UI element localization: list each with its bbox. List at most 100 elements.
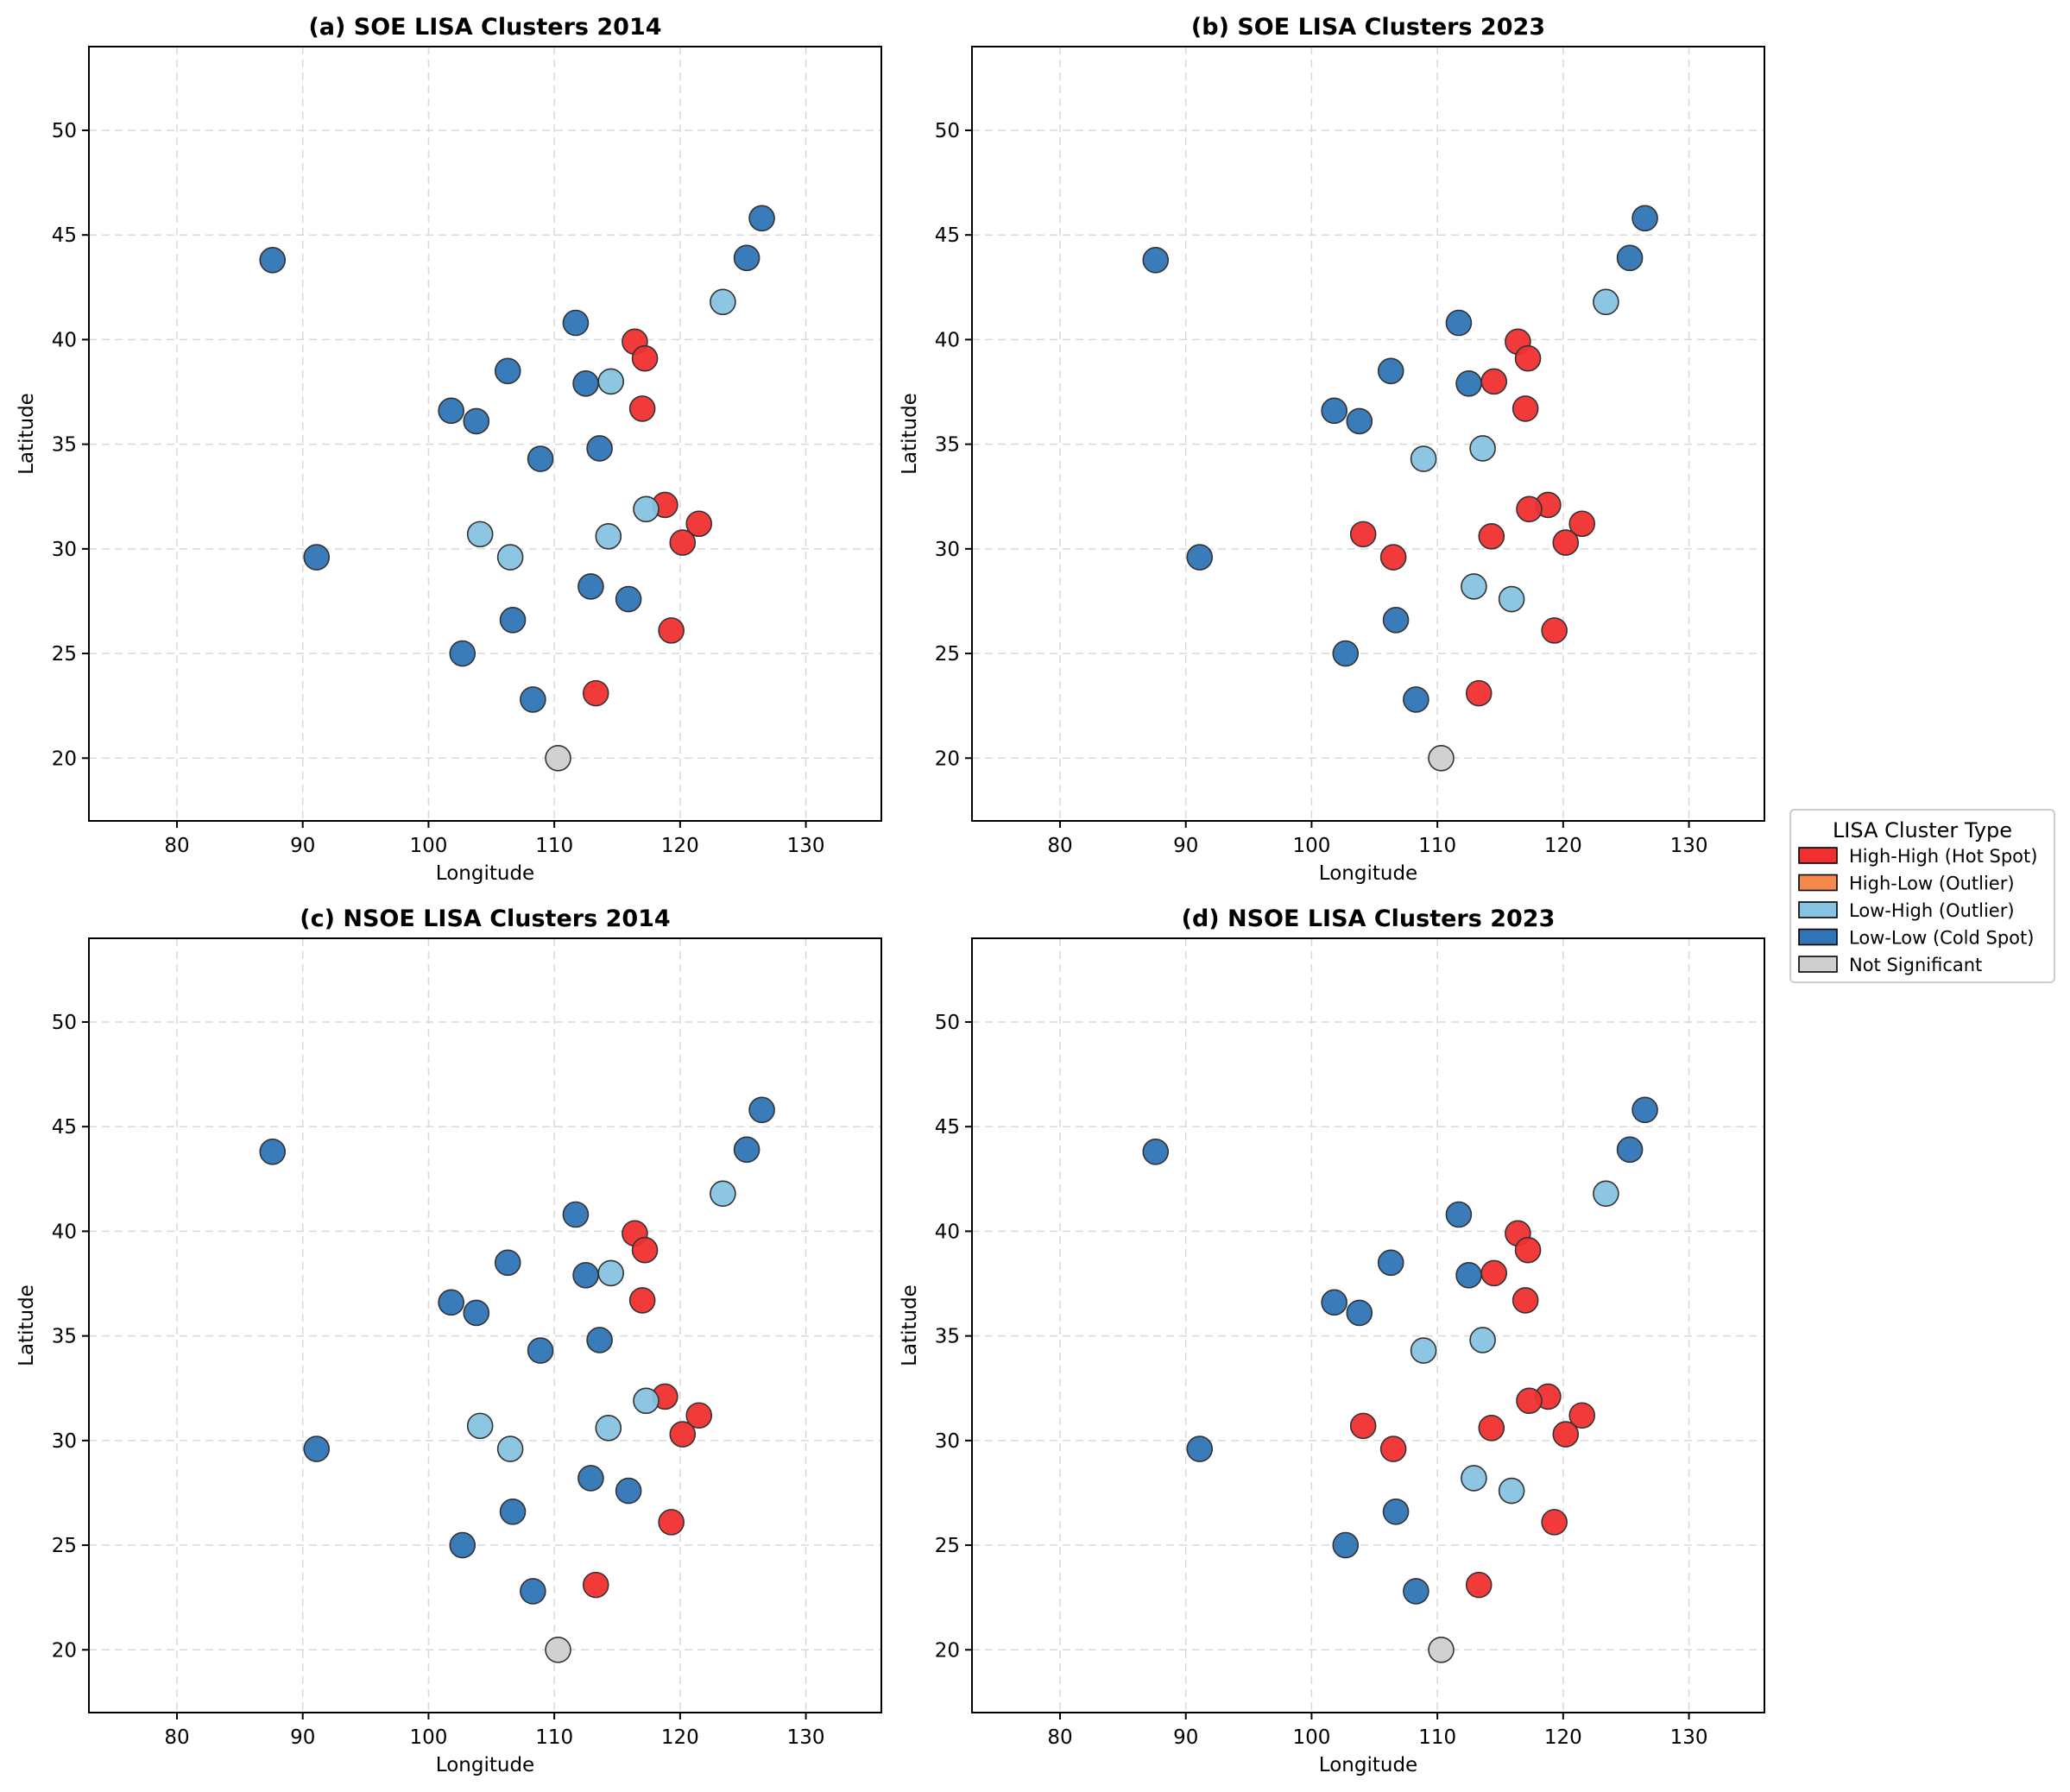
point-ll <box>1321 397 1347 425</box>
legend-swatch-ns <box>1798 956 1838 973</box>
point-ll <box>1445 1201 1473 1228</box>
point-hh <box>1379 544 1407 571</box>
x-axis-label: Longitude <box>436 862 534 885</box>
point-ll <box>259 1138 287 1165</box>
panel-title: (b) SOE LISA Clusters 2023 <box>1191 14 1545 41</box>
point-ll <box>562 309 590 337</box>
y-tick-label: 35 <box>52 1326 77 1348</box>
y-tick-label: 30 <box>935 539 960 561</box>
point-hh <box>685 510 713 538</box>
point-hh <box>669 529 697 556</box>
x-tick-label: 100 <box>409 1726 447 1749</box>
x-axis-label: Longitude <box>1319 1754 1417 1776</box>
x-tick-label: 120 <box>661 1726 699 1749</box>
point-lh <box>466 521 494 548</box>
point-ll <box>1377 1249 1404 1277</box>
x-tick-label: 120 <box>1544 835 1582 857</box>
y-tick-label: 20 <box>52 1639 77 1662</box>
x-tick-label: 130 <box>1670 1726 1708 1749</box>
x-tick-label: 130 <box>787 1726 825 1749</box>
point-ll <box>438 397 464 425</box>
point-ll <box>527 445 554 472</box>
plot-frame <box>88 46 882 822</box>
point-hh <box>1478 1414 1505 1442</box>
x-tick-label: 80 <box>1047 835 1072 857</box>
point-ll <box>1321 1289 1347 1316</box>
point-lh <box>710 1180 736 1208</box>
point-ll <box>1332 640 1360 667</box>
point-ll <box>303 544 331 571</box>
point-ll <box>586 435 613 462</box>
y-tick-label: 45 <box>52 224 77 247</box>
point-ll <box>1403 686 1429 713</box>
x-tick-label: 100 <box>1292 1726 1330 1749</box>
x-axis-label: Longitude <box>436 1754 534 1776</box>
y-tick-label: 50 <box>935 1012 960 1034</box>
point-ll <box>1377 357 1404 385</box>
panel-title: (c) NSOE LISA Clusters 2014 <box>300 905 670 932</box>
point-lh <box>1410 1337 1437 1364</box>
legend-title: LISA Cluster Type <box>1833 818 2012 842</box>
y-tick-label: 45 <box>52 1116 77 1139</box>
point-lh <box>710 288 736 316</box>
legend-label-hl: High-Low (Outlier) <box>1849 874 2015 894</box>
point-ll <box>527 1337 554 1364</box>
point-ll <box>1186 544 1214 571</box>
point-lh <box>633 495 659 523</box>
x-tick-label: 90 <box>290 835 315 857</box>
point-ll <box>733 1136 760 1164</box>
x-tick-label: 110 <box>535 835 573 857</box>
point-ll <box>438 1289 464 1316</box>
y-tick-label: 35 <box>935 434 960 457</box>
point-ll <box>494 1249 521 1277</box>
chart-panel-c: (c) NSOE LISA Clusters 2014 80 90 100 110 120… <box>16 905 882 1776</box>
point-ll <box>586 1327 613 1353</box>
x-tick-label: 90 <box>290 1726 315 1749</box>
chart-panel-b: (b) SOE LISA Clusters 2023 80 90 100 110 120 1… <box>899 14 1765 885</box>
y-tick-label: 20 <box>935 1639 960 1662</box>
plot-frame <box>971 46 1765 822</box>
y-tick-label: 40 <box>935 329 960 351</box>
y-tick-label: 25 <box>52 643 77 666</box>
x-tick-label: 110 <box>535 1726 573 1749</box>
point-ll <box>1403 1578 1429 1605</box>
legend: LISA Cluster Type High-High (Hot Spot) Hig… <box>1789 809 2055 983</box>
point-ll <box>499 606 527 634</box>
point-ll <box>449 640 476 667</box>
point-ll <box>1186 1435 1214 1462</box>
point-ll <box>494 357 521 385</box>
point-ll <box>463 407 490 435</box>
point-hh <box>669 1421 697 1448</box>
point-lh <box>633 1387 659 1415</box>
x-tick-label: 100 <box>409 835 447 857</box>
chart-panel-a: (a) SOE LISA Clusters 2014 80 90 100 110 120 1… <box>16 14 882 885</box>
x-tick-label: 130 <box>787 835 825 857</box>
y-tick-label: 30 <box>52 1430 77 1453</box>
point-ll <box>449 1531 476 1559</box>
point-hh <box>658 617 685 644</box>
point-hh <box>1349 521 1377 548</box>
point-hh <box>1568 1402 1596 1429</box>
point-lh <box>1469 435 1496 462</box>
x-tick-label: 110 <box>1418 835 1456 857</box>
legend-label-lh: Low-High (Outlier) <box>1849 900 2015 921</box>
point-ll <box>733 244 760 272</box>
panel-title: (a) SOE LISA Clusters 2014 <box>308 14 661 41</box>
legend-label-hh: High-High (Hot Spot) <box>1849 846 2037 867</box>
legend-swatch-hh <box>1798 847 1838 864</box>
point-ll <box>520 686 546 713</box>
y-tick-label: 35 <box>935 1326 960 1348</box>
point-ll <box>1346 407 1373 435</box>
point-lh <box>597 1259 625 1287</box>
point-ll <box>1455 370 1482 397</box>
point-hh <box>1465 1571 1493 1599</box>
point-ll <box>1332 1531 1360 1559</box>
point-ll <box>572 370 599 397</box>
point-ns <box>545 744 571 772</box>
point-ll <box>259 246 287 274</box>
point-hh <box>1480 368 1508 395</box>
y-tick-label: 25 <box>935 643 960 666</box>
point-lh <box>595 522 622 550</box>
